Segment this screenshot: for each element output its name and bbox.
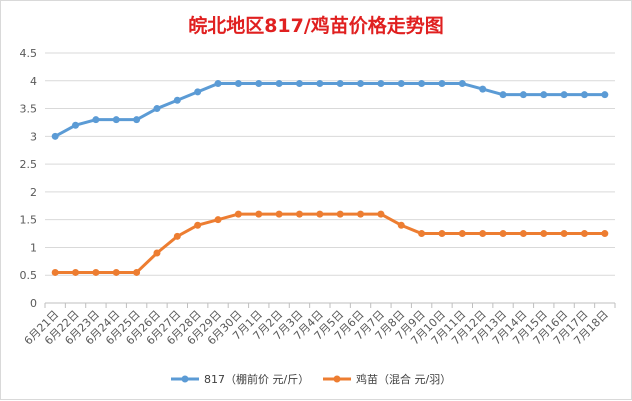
y-tick-label: 0.5 [20, 269, 38, 282]
data-point-series-2 [214, 216, 222, 224]
data-point-series-2 [418, 230, 426, 238]
data-point-series-2 [580, 230, 588, 238]
data-point-series-2 [601, 230, 609, 238]
data-point-series-1 [133, 116, 141, 124]
data-point-series-1 [336, 80, 344, 88]
data-point-series-1 [377, 80, 385, 88]
data-point-series-1 [397, 80, 405, 88]
data-point-series-2 [397, 221, 405, 229]
y-tick-label: 1.5 [20, 214, 38, 227]
data-point-series-2 [316, 210, 324, 218]
data-point-series-2 [51, 268, 59, 276]
data-point-series-1 [295, 80, 303, 88]
data-point-series-2 [153, 249, 161, 257]
data-point-series-2 [255, 210, 263, 218]
data-point-series-2 [479, 230, 487, 238]
data-point-series-2 [194, 221, 202, 229]
data-point-series-2 [72, 268, 80, 276]
y-tick-label: 4 [30, 75, 37, 88]
data-point-series-2 [112, 268, 120, 276]
data-point-series-1 [234, 80, 242, 88]
y-tick-label: 2 [30, 186, 37, 199]
data-point-series-2 [560, 230, 568, 238]
data-point-series-2 [92, 268, 100, 276]
data-point-series-1 [438, 80, 446, 88]
data-point-series-1 [153, 105, 161, 113]
data-point-series-1 [72, 121, 80, 129]
data-point-series-2 [357, 210, 365, 218]
y-tick-label: 3 [30, 130, 37, 143]
data-point-series-1 [580, 91, 588, 99]
data-point-series-1 [51, 132, 59, 140]
data-point-series-1 [173, 96, 181, 104]
legend-label: 817（棚前价 元/斤） [204, 372, 309, 386]
series-line-1 [54, 82, 605, 138]
y-tick-label: 1 [30, 241, 37, 254]
data-point-series-1 [458, 80, 466, 88]
data-point-series-2 [540, 230, 548, 238]
y-tick-label: 4.5 [20, 47, 38, 60]
legend-label: 鸡苗（混合 元/羽） [356, 372, 451, 386]
data-point-series-1 [499, 91, 507, 99]
data-point-series-2 [275, 210, 283, 218]
data-point-series-1 [194, 88, 202, 96]
data-point-series-2 [173, 232, 181, 240]
data-point-series-2 [234, 210, 242, 218]
legend-swatch-marker [181, 375, 189, 383]
data-point-series-2 [519, 230, 527, 238]
y-tick-label: 0 [30, 297, 37, 310]
data-point-series-2 [377, 210, 385, 218]
data-point-series-1 [92, 116, 100, 124]
chart-title: 皖北地区817/鸡苗价格走势图 [188, 15, 444, 37]
data-point-series-1 [112, 116, 120, 124]
data-point-series-1 [540, 91, 548, 99]
y-tick-label: 3.5 [20, 103, 38, 116]
data-point-series-1 [255, 80, 263, 88]
data-point-series-1 [601, 91, 609, 99]
data-point-series-1 [418, 80, 426, 88]
data-point-series-2 [438, 230, 446, 238]
data-point-series-2 [133, 268, 141, 276]
series-line-2 [55, 212, 605, 274]
data-point-series-2 [295, 210, 303, 218]
data-point-series-1 [357, 80, 365, 88]
data-point-series-2 [458, 230, 466, 238]
data-point-series-1 [316, 80, 324, 88]
data-point-series-2 [336, 210, 344, 218]
data-point-series-1 [275, 80, 283, 88]
data-point-series-1 [560, 91, 568, 99]
data-point-series-2 [499, 230, 507, 238]
y-tick-label: 2.5 [20, 158, 38, 171]
data-point-series-1 [479, 85, 487, 93]
data-point-series-1 [214, 80, 222, 88]
data-point-series-1 [519, 91, 527, 99]
legend-swatch-marker [333, 375, 341, 383]
